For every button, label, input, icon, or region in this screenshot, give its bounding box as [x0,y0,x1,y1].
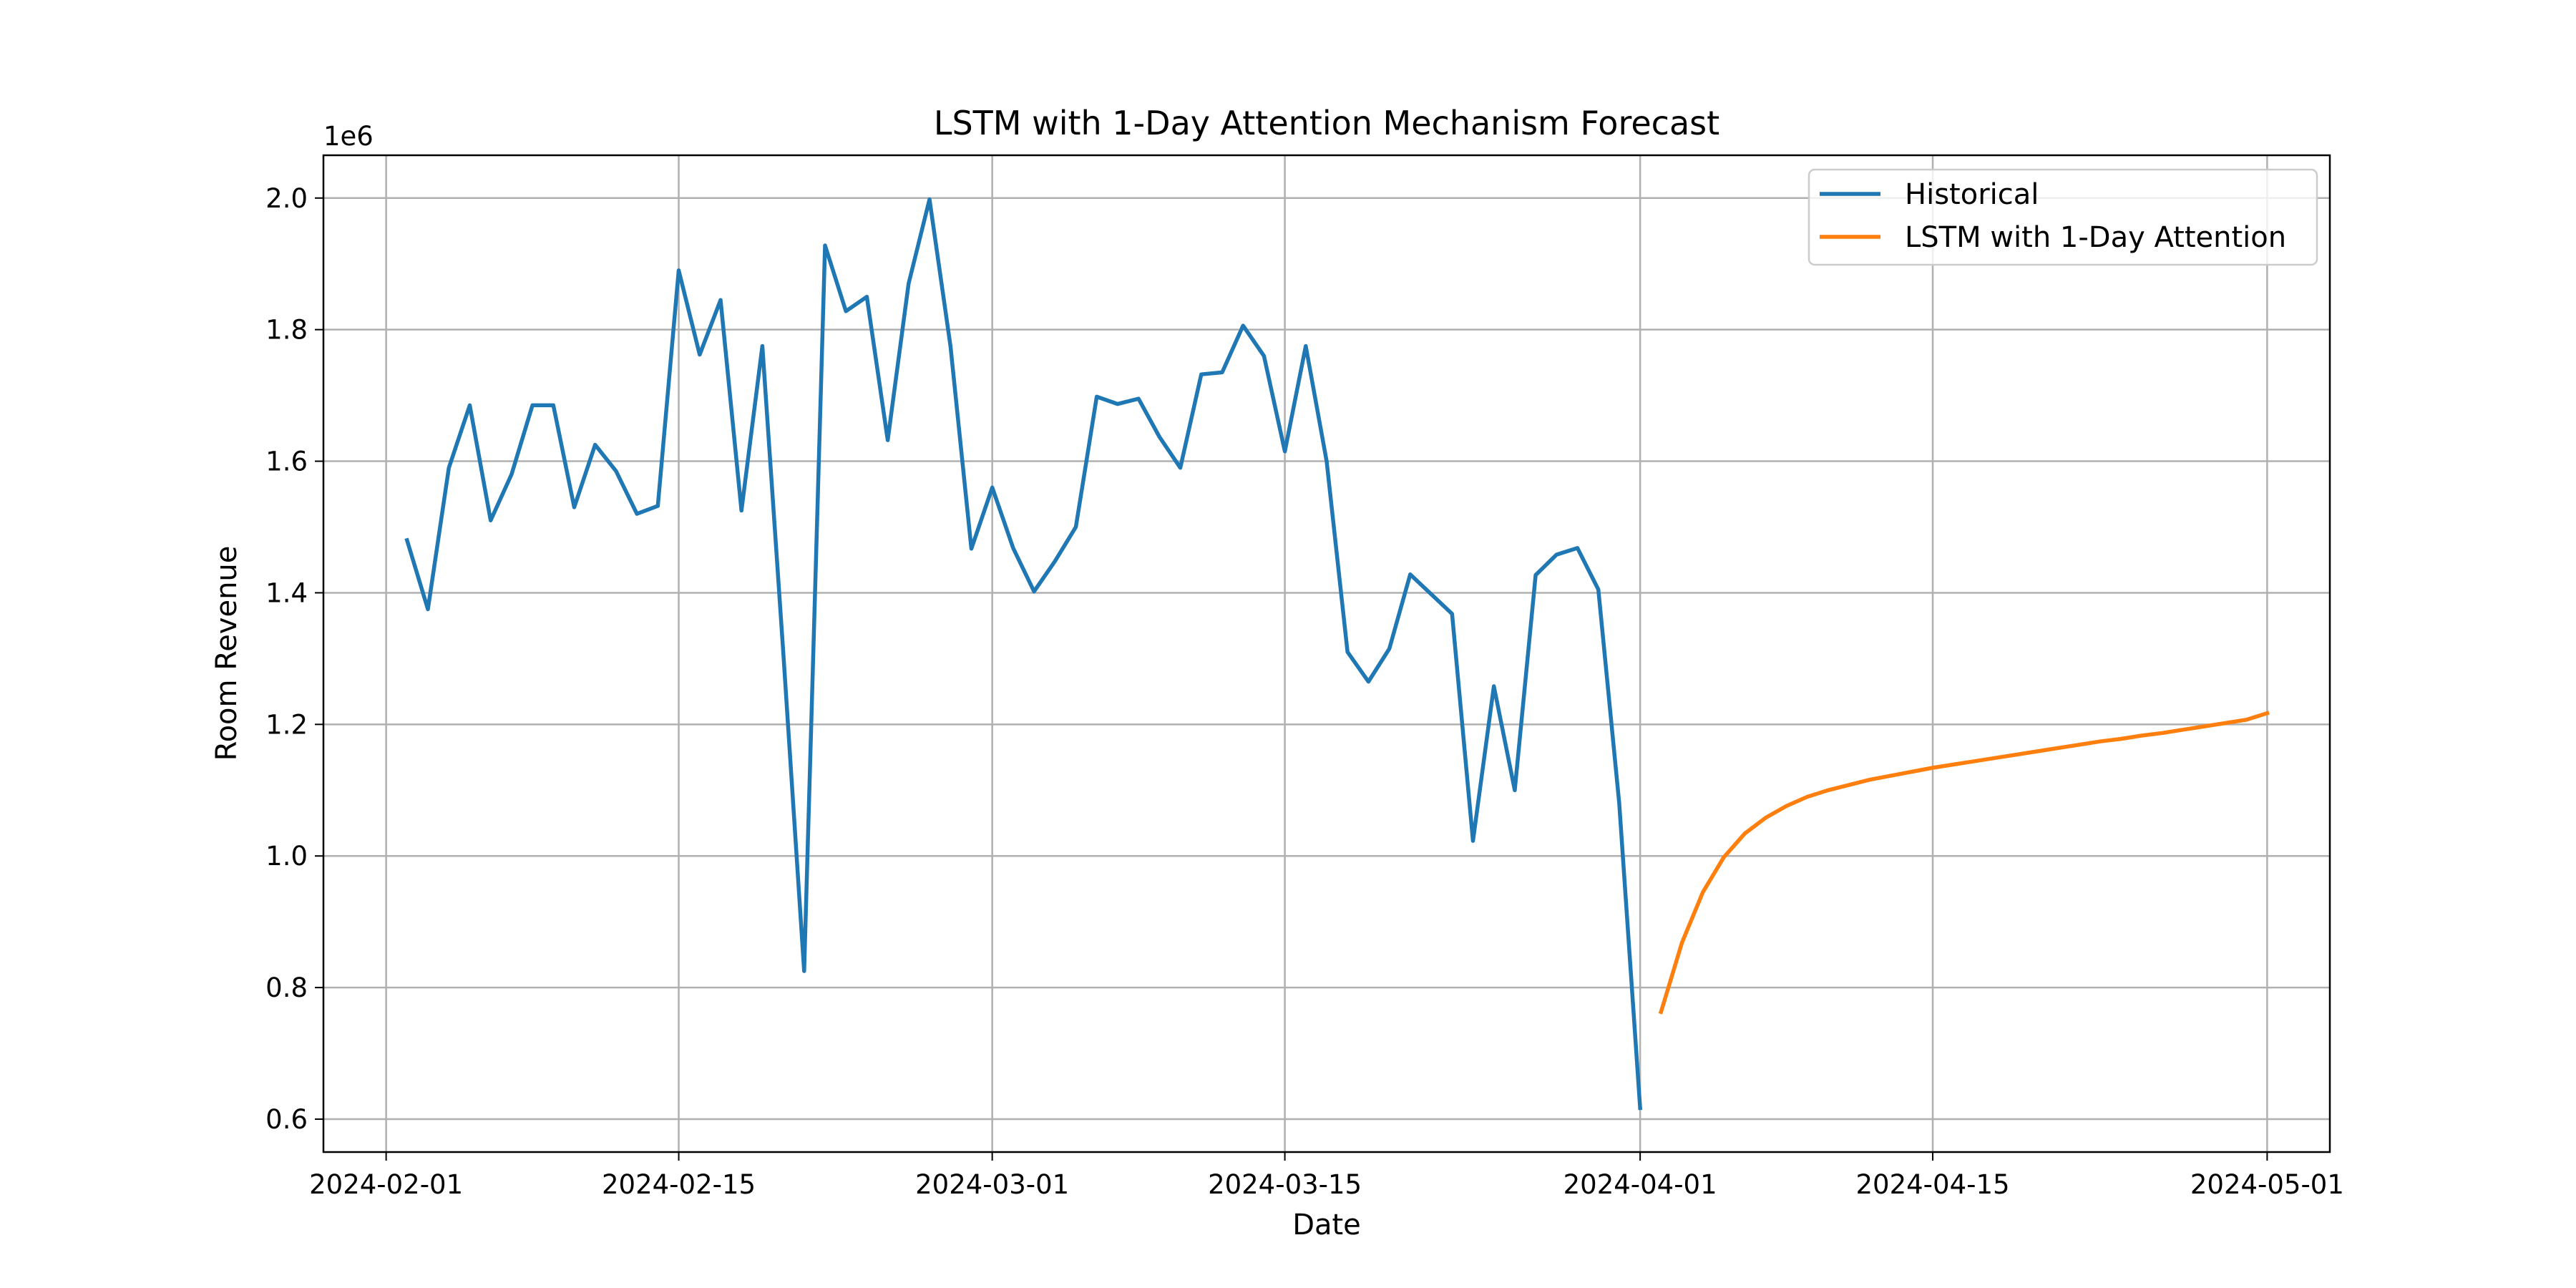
y-tick-label: 0.6 [265,1104,308,1135]
x-tick-label: 2024-04-01 [1563,1169,1717,1200]
y-axis-label: Room Revenue [210,546,243,761]
series-line-historical [404,197,1643,1111]
series-line-lstm-attention [1658,711,2270,1015]
x-axis-ticks: 2024-02-01 2024-02-15 2024-03-01 2024-03-15… [309,1152,2344,1200]
legend-label-lstm-attention: LSTM with 1-Day Attention [1905,221,2286,254]
y-tick-label: 1.4 [265,577,308,608]
x-tick-label: 2024-03-15 [1208,1169,1362,1200]
y-tick-label: 1.8 [265,315,308,346]
y-offset-label: 1e6 [323,121,374,152]
legend: Historical LSTM with 1-Day Attention [1807,168,2318,266]
x-tick-label: 2024-05-01 [2190,1169,2344,1200]
plot-frame [322,154,2331,1153]
y-tick-label: 0.8 [265,972,308,1003]
chart-title: LSTM with 1-Day Attention Mechanism Fore… [934,104,1719,142]
legend-box [1807,168,2318,266]
x-axis-label: Date [1292,1209,1361,1241]
y-tick-label: 2.0 [265,183,308,214]
grid [323,155,2330,1152]
x-tick-label: 2024-02-01 [309,1169,463,1200]
x-tick-label: 2024-03-01 [915,1169,1069,1200]
plot-series [404,197,2270,1111]
y-axis-ticks: 0.6 0.8 1.0 1.2 1.4 1.6 1.8 2.0 [265,183,323,1135]
y-tick-label: 1.0 [265,841,308,872]
legend-label-historical: Historical [1905,178,2039,211]
y-tick-label: 1.2 [265,709,308,740]
x-tick-label: 2024-02-15 [602,1169,756,1200]
y-tick-label: 1.6 [265,447,308,477]
x-tick-label: 2024-04-15 [1856,1169,2010,1200]
